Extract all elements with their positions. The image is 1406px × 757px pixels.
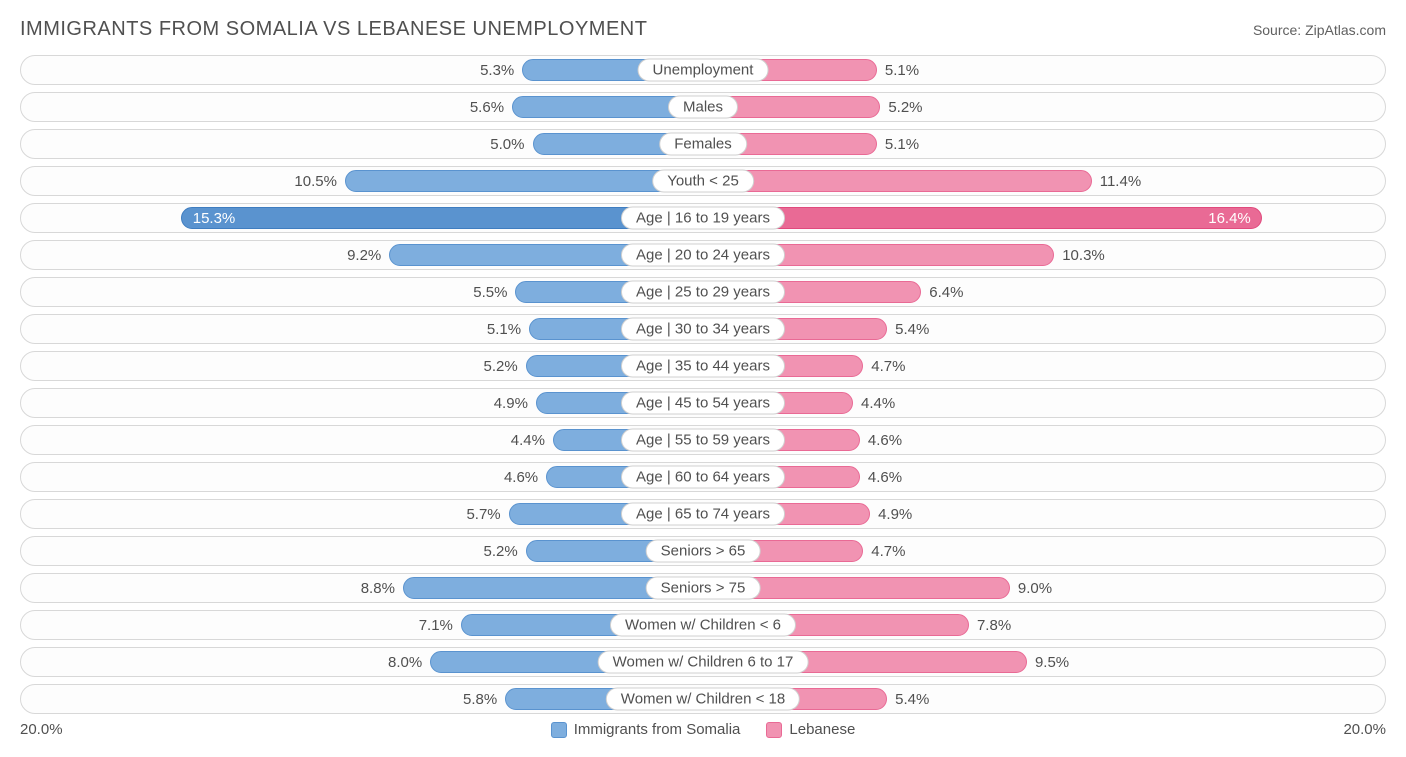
legend-swatch-left [551,722,567,738]
value-right: 6.4% [929,278,963,306]
chart-row: 5.8% 5.4% Women w/ Children < 18 [20,684,1386,714]
category-label: Age | 45 to 54 years [621,392,785,415]
value-left: 4.4% [511,426,545,454]
category-label: Males [668,96,738,119]
value-left: 5.3% [480,56,514,84]
value-left: 5.2% [483,537,517,565]
value-left: 5.0% [490,130,524,158]
value-right: 4.9% [878,500,912,528]
source-name: ZipAtlas.com [1305,22,1386,38]
chart-row: 5.7% 4.9% Age | 65 to 74 years [20,499,1386,529]
diverging-bar-chart: 5.3% 5.1% Unemployment 5.6% 5.2% Males 5.0% 5.1… [20,55,1386,714]
chart-footer: 20.0% Immigrants from Somalia Lebanese 2… [20,721,1386,738]
value-right: 4.6% [868,426,902,454]
category-label: Age | 55 to 59 years [621,429,785,452]
category-label: Age | 35 to 44 years [621,355,785,378]
value-left: 8.8% [361,574,395,602]
category-label: Age | 60 to 64 years [621,466,785,489]
value-right: 11.4% [1100,167,1141,195]
category-label: Youth < 25 [652,170,754,193]
chart-source: Source: ZipAtlas.com [1253,22,1386,38]
chart-row: 5.6% 5.2% Males [20,92,1386,122]
value-right: 16.4% [1208,204,1251,232]
source-prefix: Source: [1253,22,1305,38]
value-left: 4.6% [504,463,538,491]
legend-item-right: Lebanese [766,721,855,738]
category-label: Age | 20 to 24 years [621,244,785,267]
legend-item-left: Immigrants from Somalia [551,721,741,738]
bar-right [703,207,1262,229]
value-left: 8.0% [388,648,422,676]
chart-row: 5.2% 4.7% Age | 35 to 44 years [20,351,1386,381]
chart-row: 15.3% 16.4% Age | 16 to 19 years [20,203,1386,233]
chart-row: 10.5% 11.4% Youth < 25 [20,166,1386,196]
chart-row: 8.8% 9.0% Seniors > 75 [20,573,1386,603]
value-right: 10.3% [1062,241,1105,269]
category-label: Seniors > 65 [646,540,761,563]
chart-row: 7.1% 7.8% Women w/ Children < 6 [20,610,1386,640]
value-left: 10.5% [294,167,337,195]
chart-row: 5.5% 6.4% Age | 25 to 29 years [20,277,1386,307]
value-right: 9.0% [1018,574,1052,602]
chart-row: 8.0% 9.5% Women w/ Children 6 to 17 [20,647,1386,677]
value-left: 5.1% [487,315,521,343]
value-left: 9.2% [347,241,381,269]
value-right: 5.4% [895,685,929,713]
chart-title: IMMIGRANTS FROM SOMALIA VS LEBANESE UNEM… [20,18,647,41]
value-right: 7.8% [977,611,1011,639]
category-label: Females [659,133,747,156]
chart-row: 5.1% 5.4% Age | 30 to 34 years [20,314,1386,344]
category-label: Women w/ Children < 18 [606,688,800,711]
value-left: 7.1% [419,611,453,639]
chart-header: IMMIGRANTS FROM SOMALIA VS LEBANESE UNEM… [20,18,1386,41]
value-right: 5.1% [885,56,919,84]
legend-swatch-right [766,722,782,738]
bar-right [703,170,1092,192]
value-right: 5.4% [895,315,929,343]
category-label: Age | 16 to 19 years [621,207,785,230]
value-right: 5.2% [888,93,922,121]
category-label: Women w/ Children 6 to 17 [598,651,809,674]
legend: Immigrants from Somalia Lebanese [551,721,856,738]
bar-left [345,170,703,192]
value-left: 4.9% [494,389,528,417]
chart-row: 5.3% 5.1% Unemployment [20,55,1386,85]
chart-row: 5.2% 4.7% Seniors > 65 [20,536,1386,566]
legend-label-right: Lebanese [789,721,855,738]
value-left: 15.3% [193,204,236,232]
value-left: 5.8% [463,685,497,713]
value-right: 5.1% [885,130,919,158]
value-right: 4.7% [871,352,905,380]
chart-row: 9.2% 10.3% Age | 20 to 24 years [20,240,1386,270]
value-left: 5.2% [483,352,517,380]
axis-left-max: 20.0% [20,721,63,738]
axis-right-max: 20.0% [1343,721,1386,738]
category-label: Unemployment [638,59,769,82]
legend-label-left: Immigrants from Somalia [574,721,741,738]
category-label: Age | 25 to 29 years [621,281,785,304]
category-label: Age | 65 to 74 years [621,503,785,526]
category-label: Women w/ Children < 6 [610,614,796,637]
value-right: 4.4% [861,389,895,417]
chart-row: 5.0% 5.1% Females [20,129,1386,159]
value-left: 5.6% [470,93,504,121]
category-label: Seniors > 75 [646,577,761,600]
value-right: 4.7% [871,537,905,565]
chart-row: 4.4% 4.6% Age | 55 to 59 years [20,425,1386,455]
chart-row: 4.6% 4.6% Age | 60 to 64 years [20,462,1386,492]
value-right: 4.6% [868,463,902,491]
value-left: 5.5% [473,278,507,306]
category-label: Age | 30 to 34 years [621,318,785,341]
value-left: 5.7% [466,500,500,528]
value-right: 9.5% [1035,648,1069,676]
chart-row: 4.9% 4.4% Age | 45 to 54 years [20,388,1386,418]
